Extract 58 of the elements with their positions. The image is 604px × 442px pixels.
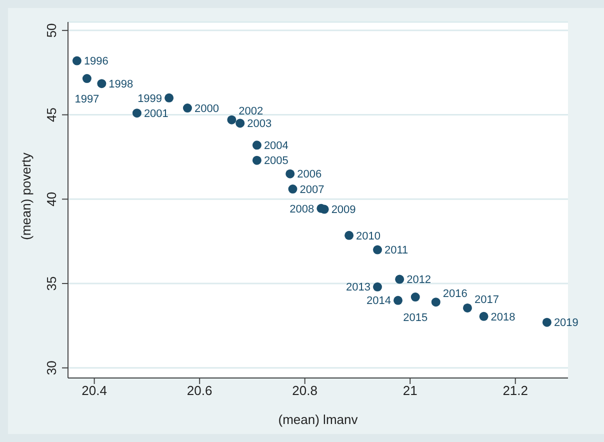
annotation: 1996 [84, 56, 108, 68]
y-tick-label: 40 [44, 192, 59, 206]
point [182, 104, 192, 113]
point [286, 169, 295, 178]
annotation: 2011 [384, 244, 408, 257]
annotation: 2003 [247, 118, 272, 130]
point [252, 140, 262, 150]
x-tick-label: 21 [402, 383, 418, 398]
x-tick-label: 20.8 [292, 383, 318, 398]
point [462, 303, 472, 312]
point [164, 93, 174, 102]
annotation: 1997 [74, 93, 100, 106]
point [344, 230, 354, 240]
annotation: 1999 [138, 92, 162, 105]
annotation: 2000 [194, 102, 219, 115]
point [542, 318, 552, 327]
point [252, 156, 262, 165]
point [395, 274, 404, 284]
annotation: 2010 [356, 230, 381, 242]
annotation: 2015 [403, 312, 428, 324]
point [236, 118, 245, 128]
point [288, 184, 298, 194]
annotation: 2018 [490, 311, 516, 324]
y-tick-label: 30 [44, 360, 59, 376]
point [372, 282, 382, 292]
annotation: 2009 [331, 204, 356, 216]
annotation: 2016 [442, 288, 468, 300]
x-tick-label: 20.6 [186, 383, 212, 398]
point [372, 245, 382, 254]
y-axis-title: (mean) poverty [18, 152, 34, 240]
y-tick-label: 35 [44, 276, 59, 291]
annotation: 2008 [290, 203, 314, 216]
annotation: 2005 [264, 155, 288, 168]
annotation: 2002 [238, 106, 264, 118]
point [394, 296, 402, 305]
annotation: 2006 [297, 168, 322, 181]
point [132, 108, 142, 118]
point [72, 56, 82, 66]
point [410, 292, 420, 302]
point [227, 115, 236, 124]
point [97, 79, 106, 88]
annotation: 1998 [108, 78, 134, 90]
annotation: 2019 [554, 317, 578, 330]
annotation: 2012 [406, 274, 432, 286]
x-tick-label: 20.4 [82, 383, 107, 398]
x-tick-label: 21.2 [502, 383, 528, 398]
annotation: 2017 [474, 294, 499, 306]
annotation: 2014 [366, 295, 391, 308]
annotation: 2007 [300, 184, 324, 196]
point [82, 74, 92, 84]
annotation: 2001 [144, 108, 168, 120]
annotation: 2013 [346, 282, 370, 294]
point [479, 312, 488, 321]
x-axis-title: (mean) lmanv [278, 412, 358, 427]
y-tick-label: 50 [44, 23, 59, 38]
y-tick-label: 45 [44, 108, 59, 122]
annotation: 2004 [264, 140, 288, 152]
point [431, 298, 440, 307]
